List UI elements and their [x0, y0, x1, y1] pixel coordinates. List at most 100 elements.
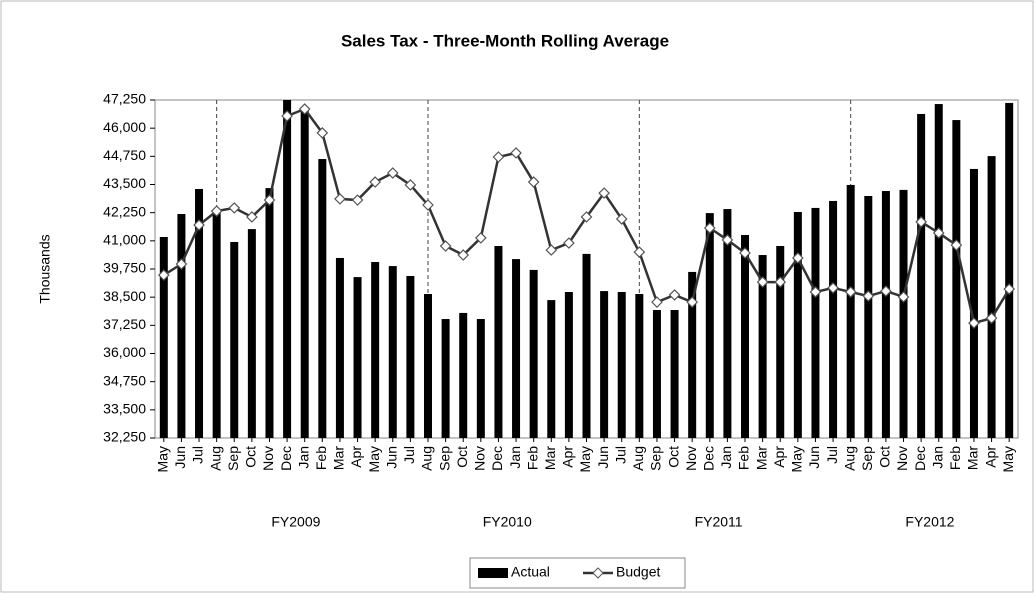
- x-tick-label: Aug: [630, 446, 646, 471]
- bar: [476, 319, 485, 438]
- budget-marker: [721, 234, 734, 246]
- legend-swatch: [478, 568, 508, 578]
- x-tick-label: Feb: [736, 446, 752, 470]
- fy-label: FY2009: [271, 514, 320, 530]
- budget-marker: [880, 285, 892, 297]
- budget-marker: [457, 249, 470, 261]
- bar: [917, 113, 926, 438]
- budget-marker: [281, 110, 293, 122]
- x-tick-label: Jun: [806, 446, 822, 469]
- bar: [371, 262, 380, 438]
- bar: [230, 241, 239, 438]
- y-axis-label: Thousands: [37, 234, 53, 303]
- y-tick-label: 36,000: [103, 344, 146, 360]
- fy-label: FY2011: [695, 514, 743, 530]
- x-tick-label: Oct: [877, 446, 893, 468]
- budget-marker: [686, 296, 699, 308]
- x-tick-label: Dec: [278, 446, 294, 471]
- budget-marker: [985, 312, 998, 324]
- budget-marker: [915, 216, 927, 228]
- x-tick-label: Jun: [172, 446, 188, 469]
- budget-marker: [897, 291, 910, 303]
- budget-marker: [950, 239, 963, 251]
- y-tick-label: 34,750: [103, 372, 146, 388]
- budget-marker: [598, 187, 610, 199]
- bar: [212, 209, 221, 438]
- x-tick-label: Jul: [824, 446, 840, 464]
- bar: [969, 168, 978, 438]
- bar: [159, 237, 168, 438]
- y-tick-label: 46,000: [103, 119, 146, 135]
- bar: [494, 246, 503, 438]
- budget-marker: [351, 194, 364, 206]
- x-tick-label: Jan: [295, 446, 311, 469]
- y-tick-label: 43,500: [103, 175, 146, 191]
- bar: [829, 200, 838, 438]
- x-tick-label: Feb: [313, 446, 329, 470]
- x-tick-label: Mar: [331, 446, 347, 470]
- x-tick-label: Apr: [982, 446, 998, 468]
- x-tick-label: May: [577, 446, 593, 472]
- x-tick-label: Feb: [524, 446, 540, 470]
- budget-marker: [474, 232, 487, 244]
- budget-marker: [157, 269, 170, 281]
- budget-marker: [492, 151, 505, 163]
- fy-label: FY2012: [905, 514, 954, 530]
- x-tick-label: Nov: [894, 446, 910, 471]
- x-tick-label: Oct: [665, 446, 681, 468]
- x-tick-label: Apr: [771, 446, 787, 468]
- bar: [388, 266, 397, 438]
- x-tick-label: Mar: [965, 446, 981, 470]
- budget-marker: [968, 317, 980, 329]
- budget-marker: [651, 296, 663, 308]
- bar: [793, 211, 802, 438]
- bar: [846, 184, 855, 438]
- bar: [864, 195, 873, 438]
- y-tick-label: 38,500: [103, 288, 146, 304]
- bar: [635, 294, 644, 438]
- budget-marker: [334, 193, 346, 205]
- y-tick-label: 39,750: [103, 260, 146, 276]
- bar: [899, 189, 908, 438]
- bar: [811, 207, 820, 438]
- bar: [688, 271, 697, 438]
- legend-marker: [592, 567, 604, 579]
- budget-marker: [316, 127, 329, 139]
- bar: [741, 234, 750, 438]
- x-tick-label: Mar: [753, 446, 769, 470]
- budget-marker: [844, 286, 857, 298]
- bar: [652, 310, 661, 438]
- budget-marker: [298, 103, 311, 115]
- x-tick-label: Jan: [929, 446, 945, 469]
- x-tick-label: Sep: [436, 446, 452, 471]
- bar: [247, 229, 256, 438]
- budget-marker: [703, 222, 716, 234]
- bar: [335, 257, 344, 438]
- budget-marker: [175, 258, 188, 270]
- bar: [459, 312, 468, 438]
- budget-marker: [386, 167, 399, 179]
- x-tick-label: Sep: [648, 446, 664, 471]
- bar: [423, 294, 432, 438]
- budget-marker: [404, 179, 417, 191]
- bar: [670, 310, 679, 438]
- bar: [881, 191, 890, 438]
- budget-marker: [791, 252, 804, 264]
- x-tick-label: May: [1000, 446, 1016, 472]
- fy-label: FY2010: [483, 514, 532, 530]
- budget-marker: [615, 213, 628, 225]
- budget-marker: [246, 211, 258, 223]
- x-tick-label: Jul: [401, 446, 417, 464]
- budget-marker: [827, 282, 839, 294]
- bar: [353, 277, 362, 438]
- bar: [723, 209, 732, 438]
- legend-label: Budget: [616, 564, 660, 580]
- budget-marker: [263, 194, 276, 206]
- x-tick-label: Jul: [190, 446, 206, 464]
- bar: [441, 319, 450, 438]
- budget-marker: [932, 227, 945, 239]
- x-tick-label: Nov: [260, 446, 276, 471]
- y-tick-label: 44,750: [103, 147, 146, 163]
- x-tick-label: Jan: [507, 446, 523, 469]
